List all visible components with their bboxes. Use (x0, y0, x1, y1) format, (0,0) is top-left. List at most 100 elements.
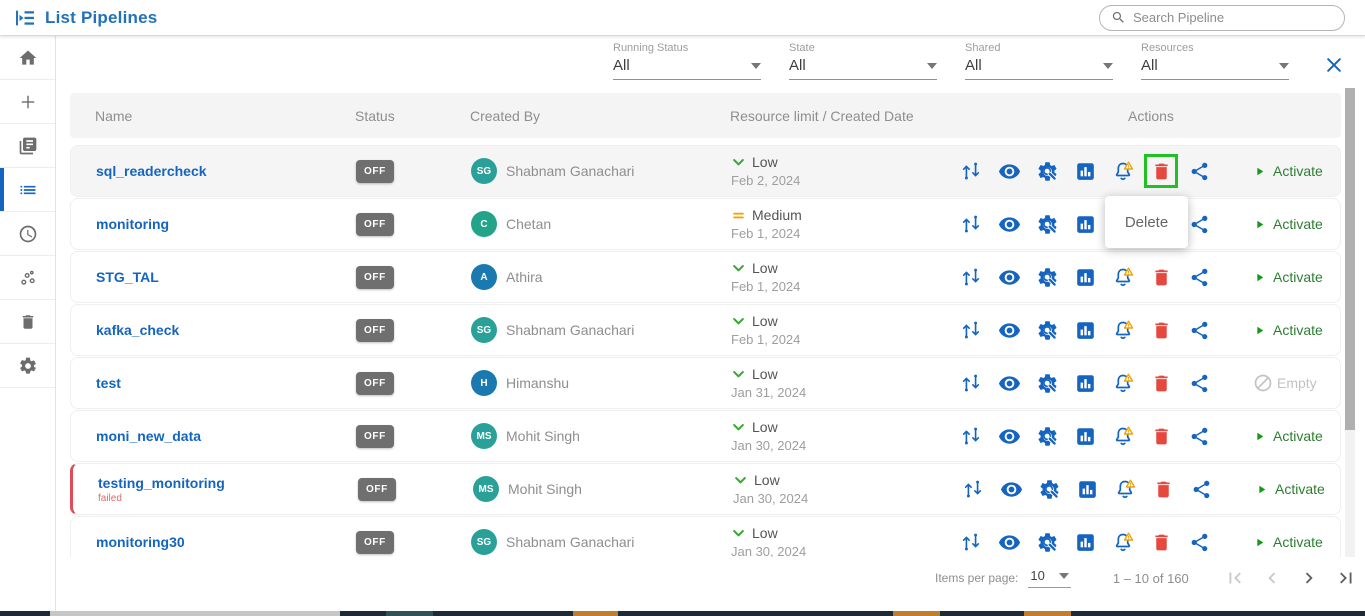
activate-button[interactable]: Activate (1255, 481, 1325, 497)
pipeline-name-link[interactable]: monitoring30 (96, 534, 185, 550)
alerts-button[interactable] (1111, 318, 1135, 342)
filter-running-status[interactable]: Running Status All (613, 42, 761, 80)
pipeline-name-link[interactable]: STG_TAL (96, 269, 159, 285)
sidebar-item-home[interactable] (0, 36, 55, 80)
share-button[interactable] (1187, 159, 1211, 183)
delete-button[interactable] (1149, 424, 1173, 448)
settings-search-button[interactable] (1037, 477, 1061, 501)
share-button[interactable] (1187, 212, 1211, 236)
alerts-button[interactable] (1111, 424, 1135, 448)
last-page-button[interactable] (1334, 566, 1358, 590)
share-button[interactable] (1187, 530, 1211, 554)
settings-search-button[interactable] (1035, 265, 1059, 289)
activate-button[interactable]: Activate (1253, 322, 1323, 338)
activate-button[interactable]: Activate (1253, 269, 1323, 285)
compare-button[interactable] (959, 212, 983, 236)
filter-state[interactable]: State All (789, 42, 937, 80)
view-button[interactable] (997, 212, 1021, 236)
vertical-scrollbar[interactable] (1345, 88, 1355, 557)
view-button[interactable] (997, 265, 1021, 289)
compare-button[interactable] (959, 159, 983, 183)
scrollbar-thumb[interactable] (1345, 88, 1355, 430)
analytics-button[interactable] (1075, 477, 1099, 501)
view-button[interactable] (999, 477, 1023, 501)
pipeline-name-link[interactable]: testing_monitoring (98, 474, 225, 491)
view-button[interactable] (997, 530, 1021, 554)
compare-button[interactable] (961, 477, 985, 501)
items-per-page-select[interactable]: 10 (1028, 568, 1071, 588)
alerts-button[interactable] (1111, 265, 1135, 289)
pipeline-name-link[interactable]: monitoring (96, 216, 170, 232)
compare-button[interactable] (959, 424, 983, 448)
delete-button[interactable] (1149, 530, 1173, 554)
status-toggle[interactable]: OFF (356, 530, 394, 554)
status-toggle[interactable]: OFF (356, 212, 394, 236)
filter-shared[interactable]: Shared All (965, 42, 1113, 80)
pipeline-name-link[interactable]: moni_new_data (96, 428, 202, 444)
analytics-button[interactable] (1073, 371, 1097, 395)
status-toggle[interactable]: OFF (356, 265, 394, 289)
alerts-button[interactable] (1111, 530, 1135, 554)
pipeline-name-link[interactable]: kafka_check (96, 322, 180, 338)
close-filters-icon[interactable] (1324, 55, 1344, 75)
alerts-button[interactable] (1113, 477, 1137, 501)
activate-button[interactable]: Activate (1253, 428, 1323, 444)
status-toggle[interactable]: OFF (358, 477, 396, 501)
filter-resources[interactable]: Resources All (1141, 42, 1289, 80)
sidebar-item-cluster[interactable] (0, 256, 55, 300)
view-button[interactable] (997, 424, 1021, 448)
sidebar-item-pipeline-list[interactable] (0, 168, 55, 212)
view-button[interactable] (997, 371, 1021, 395)
search-input[interactable] (1133, 10, 1333, 25)
sidebar-item-settings[interactable] (0, 344, 55, 388)
previous-page-button[interactable] (1260, 566, 1284, 590)
activate-button[interactable]: Activate (1253, 216, 1323, 232)
settings-search-button[interactable] (1035, 371, 1059, 395)
alerts-button[interactable] (1111, 371, 1135, 395)
share-button[interactable] (1189, 477, 1213, 501)
status-toggle[interactable]: OFF (356, 159, 394, 183)
delete-button[interactable] (1144, 154, 1178, 188)
activate-button[interactable]: Activate (1253, 534, 1323, 550)
compare-button[interactable] (959, 265, 983, 289)
alerts-button[interactable] (1111, 159, 1135, 183)
activate-button[interactable]: Activate (1253, 163, 1323, 179)
delete-button[interactable] (1151, 477, 1175, 501)
first-page-button[interactable] (1223, 566, 1247, 590)
settings-search-button[interactable] (1035, 424, 1059, 448)
share-button[interactable] (1187, 371, 1211, 395)
view-button[interactable] (997, 318, 1021, 342)
sidebar-item-history[interactable] (0, 212, 55, 256)
delete-button[interactable] (1149, 371, 1173, 395)
sidebar-item-collections[interactable] (0, 124, 55, 168)
share-button[interactable] (1187, 265, 1211, 289)
pipeline-name-link[interactable]: test (96, 375, 121, 391)
sidebar-item-create-new[interactable] (0, 80, 55, 124)
analytics-button[interactable] (1073, 424, 1097, 448)
pipeline-name-link[interactable]: sql_readercheck (96, 163, 207, 179)
settings-search-button[interactable] (1035, 212, 1059, 236)
share-button[interactable] (1187, 318, 1211, 342)
sidebar-item-trash[interactable] (0, 300, 55, 344)
compare-button[interactable] (959, 530, 983, 554)
analytics-button[interactable] (1073, 265, 1097, 289)
settings-search-button[interactable] (1035, 318, 1059, 342)
filter-value: All (965, 57, 982, 74)
analytics-button[interactable] (1073, 159, 1097, 183)
analytics-button[interactable] (1073, 530, 1097, 554)
settings-search-button[interactable] (1035, 159, 1059, 183)
status-toggle[interactable]: OFF (356, 318, 394, 342)
analytics-button[interactable] (1073, 212, 1097, 236)
search-pipeline-box[interactable] (1099, 4, 1345, 31)
settings-search-button[interactable] (1035, 530, 1059, 554)
delete-button[interactable] (1149, 265, 1173, 289)
status-toggle[interactable]: OFF (356, 371, 394, 395)
share-button[interactable] (1187, 424, 1211, 448)
next-page-button[interactable] (1297, 566, 1321, 590)
compare-button[interactable] (959, 371, 983, 395)
view-button[interactable] (997, 159, 1021, 183)
analytics-button[interactable] (1073, 318, 1097, 342)
delete-button[interactable] (1149, 318, 1173, 342)
status-toggle[interactable]: OFF (356, 424, 394, 448)
compare-button[interactable] (959, 318, 983, 342)
